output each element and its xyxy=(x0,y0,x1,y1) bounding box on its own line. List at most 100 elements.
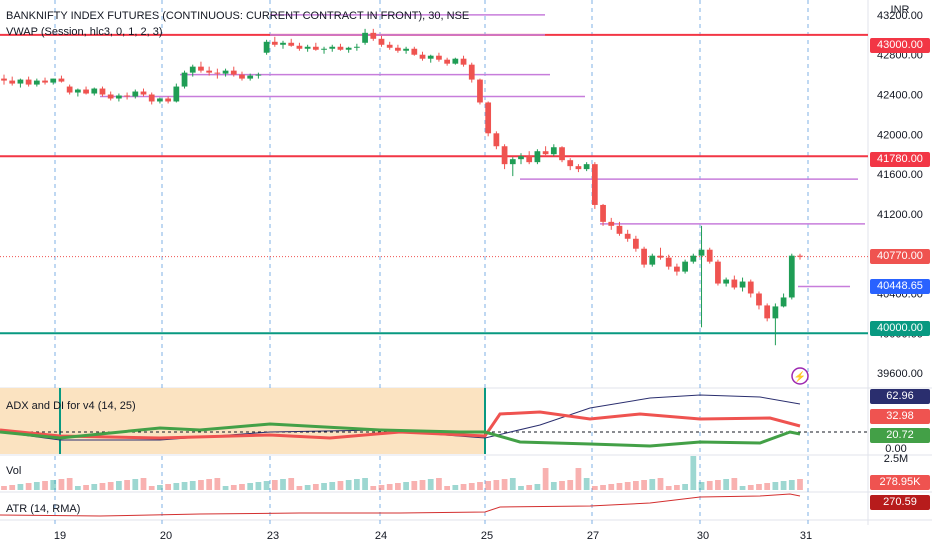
volume-bar xyxy=(181,482,188,490)
candle-body xyxy=(189,66,196,73)
volume-bar xyxy=(460,484,467,490)
volume-bar xyxy=(682,484,688,490)
time-tick-label: 30 xyxy=(697,530,709,542)
volume-bar xyxy=(583,478,590,490)
adx-legend[interactable]: ADX and DI for v4 (14, 25) xyxy=(6,400,136,412)
candle-body xyxy=(526,156,533,163)
candle-body xyxy=(42,80,48,83)
candle-body xyxy=(173,86,180,102)
candle-body xyxy=(17,79,24,84)
volume-tag: 278.95K xyxy=(870,475,930,490)
candle-body xyxy=(280,42,286,45)
candle-body xyxy=(764,305,771,319)
volume-bar xyxy=(296,486,303,490)
candle-body xyxy=(116,95,122,99)
volume-bar xyxy=(124,480,130,490)
adx-tick-label: 0.00 xyxy=(885,443,906,455)
candle-body xyxy=(74,89,81,93)
volume-bar xyxy=(42,481,48,490)
volume-tick-label: 2.5M xyxy=(884,453,908,465)
candle-body xyxy=(797,255,803,257)
candle-body xyxy=(509,159,516,165)
candle-body xyxy=(198,66,204,71)
candle-body xyxy=(214,72,221,74)
volume-bar xyxy=(321,483,327,490)
candle-body xyxy=(230,70,237,75)
di-red-line xyxy=(0,410,801,440)
candle-body xyxy=(485,102,492,134)
candle-body xyxy=(682,261,688,272)
candle-body xyxy=(715,261,721,284)
volume-bar xyxy=(657,478,664,490)
candle-body xyxy=(731,279,738,288)
volume-bar xyxy=(419,480,426,490)
candle-body xyxy=(534,151,541,163)
candle-body xyxy=(567,160,574,167)
candle-body xyxy=(649,255,656,265)
vwap-tag: 40448.65 xyxy=(870,279,930,294)
candle-body xyxy=(403,48,409,51)
vol-legend[interactable]: Vol xyxy=(6,465,22,477)
volume-bar xyxy=(116,481,122,490)
atr-tag: 270.59 xyxy=(870,495,930,510)
candle-body xyxy=(559,147,565,161)
volume-bar xyxy=(641,480,647,490)
volume-bar xyxy=(247,483,254,490)
volume-bar xyxy=(337,481,344,490)
volume-bar xyxy=(698,482,705,490)
candle-body xyxy=(641,248,647,265)
volume-bar xyxy=(477,482,483,490)
candle-body xyxy=(124,95,130,97)
candle-body xyxy=(747,281,754,294)
candle-body xyxy=(263,41,270,53)
volume-bar xyxy=(526,485,533,490)
volume-bar xyxy=(99,483,106,490)
candle-body xyxy=(271,41,278,45)
symbol-title[interactable]: BANKNIFTY INDEX FUTURES (CONTINUOUS: CUR… xyxy=(6,10,470,22)
resistance-tag-41780: 41780.00 xyxy=(870,152,930,167)
volume-bar xyxy=(214,478,221,490)
candle-body xyxy=(706,249,713,262)
price-tick-label: 41600.00 xyxy=(877,169,923,181)
resistance-tag-43000: 43000.00 xyxy=(870,38,930,53)
time-tick-label: 31 xyxy=(800,530,812,542)
volume-bar xyxy=(674,485,680,490)
candle-body xyxy=(756,293,762,306)
candle-body xyxy=(468,64,475,80)
volume-bar xyxy=(140,478,147,490)
candle-body xyxy=(600,204,606,222)
candle-body xyxy=(501,146,508,165)
time-tick-label: 25 xyxy=(481,530,493,542)
candle-body xyxy=(723,279,730,284)
volume-bar xyxy=(288,478,295,490)
volume-bar xyxy=(665,486,672,490)
time-tick-label: 24 xyxy=(375,530,387,542)
volume-bar xyxy=(444,486,451,490)
volume-bar xyxy=(567,480,574,490)
candle-body xyxy=(460,58,467,65)
volume-bar xyxy=(509,478,516,490)
volume-bar xyxy=(386,484,393,490)
candle-body xyxy=(353,46,360,48)
volume-bar xyxy=(436,478,442,490)
candle-body xyxy=(370,32,377,39)
volume-bar xyxy=(206,479,213,490)
volume-bar xyxy=(649,479,656,490)
di-green-tag: 20.72 xyxy=(870,428,930,443)
volume-bar xyxy=(780,481,787,490)
volume-bar xyxy=(468,483,475,490)
candle-body xyxy=(427,55,434,59)
candle-body xyxy=(583,164,590,170)
volume-bar xyxy=(329,482,336,490)
volume-bar xyxy=(485,481,492,490)
vwap-legend[interactable]: VWAP (Session, hlc3, 0, 1, 2, 3) xyxy=(6,26,163,38)
candle-body xyxy=(83,89,89,94)
candle-body xyxy=(50,78,57,83)
atr-legend[interactable]: ATR (14, RMA) xyxy=(6,503,81,515)
candle-body xyxy=(419,54,426,59)
volume-bar xyxy=(772,482,779,490)
volume-bar xyxy=(575,468,582,490)
candle-body xyxy=(247,75,254,79)
